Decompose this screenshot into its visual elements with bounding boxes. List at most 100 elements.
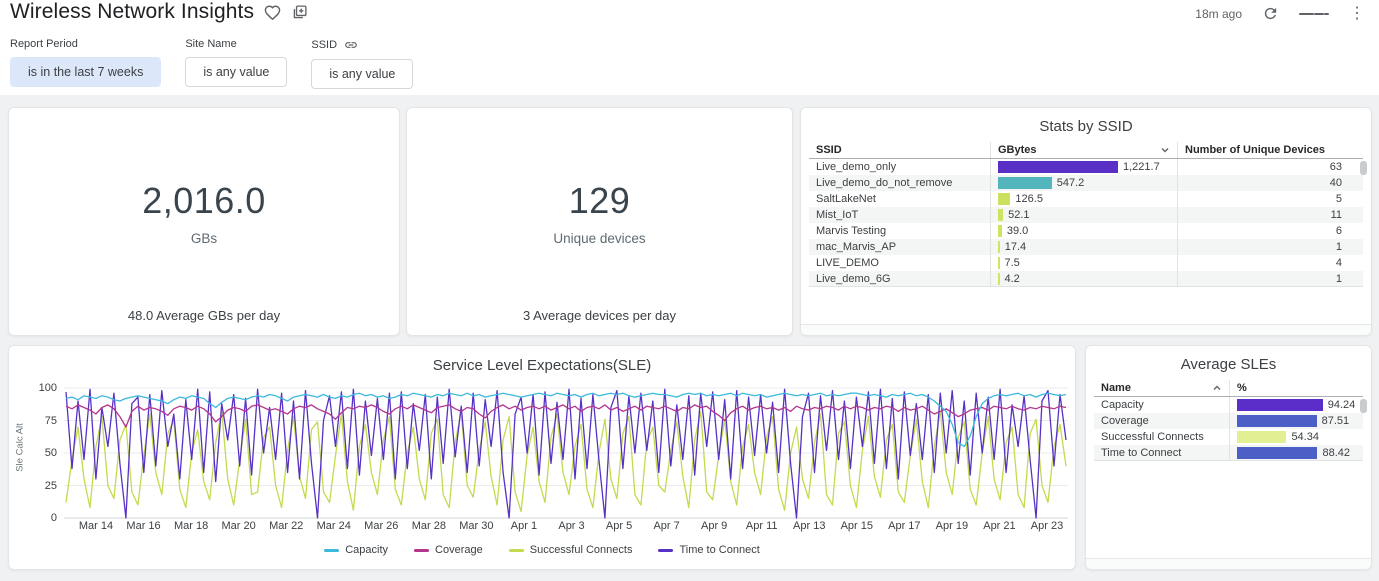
gbytes-cell: 7.5 — [990, 255, 1177, 271]
table-row[interactable]: LIVE_DEMO7.54 — [809, 255, 1363, 271]
stats-by-ssid-table: SSIDGBytesNumber of Unique DevicesLive_d… — [809, 142, 1363, 287]
pct-bar — [1237, 399, 1323, 411]
pct-cell: 87.51 — [1229, 413, 1363, 429]
tile-title: Average SLEs — [1086, 346, 1371, 373]
gbytes-value: 52.1 — [1008, 209, 1029, 221]
tile-footer — [801, 324, 1371, 335]
gbytes-value: 17.4 — [1005, 241, 1026, 253]
gbytes-cell: 1,221.7 — [990, 159, 1177, 175]
x-axis-tick: Apr 3 — [558, 520, 584, 532]
x-axis-tick: Apr 15 — [841, 520, 873, 532]
gbytes-bar — [998, 209, 1003, 221]
report-period-filter-chip[interactable]: is in the last 7 weeks — [10, 57, 161, 87]
name-cell: Time to Connect — [1094, 445, 1229, 460]
gbytes-value: 547.2 — [1057, 177, 1085, 189]
x-axis-tick: Mar 28 — [412, 520, 446, 532]
ssid-filter-chip[interactable]: is any value — [311, 59, 413, 89]
legend-item-capacity[interactable]: Capacity — [324, 544, 388, 556]
sort-asc-icon — [1212, 383, 1222, 393]
pct-bar — [1237, 431, 1286, 443]
legend-item-successful-connects[interactable]: Successful Connects — [509, 544, 633, 556]
devices-cell: 40 — [1177, 175, 1349, 191]
devices-cell: 1 — [1177, 271, 1349, 286]
tile-stats-by-ssid: Stats by SSID SSIDGBytesNumber of Unique… — [800, 107, 1372, 336]
legend-item-time-to-connect[interactable]: Time to Connect — [658, 544, 759, 556]
y-axis-tick: 25 — [23, 480, 57, 492]
column-header-devices[interactable]: Number of Unique Devices — [1177, 142, 1349, 158]
site-name-filter-chip[interactable]: is any value — [185, 57, 287, 87]
copy-dashboard-icon[interactable] — [291, 4, 308, 21]
refresh-icon[interactable] — [1262, 5, 1279, 22]
y-axis-tick: 75 — [23, 415, 57, 427]
table-row[interactable]: Time to Connect88.42 — [1094, 445, 1363, 461]
column-header-name[interactable]: Name — [1094, 380, 1229, 396]
gbytes-value: 7.5 — [1005, 257, 1020, 269]
table-row[interactable]: Live_demo_6G4.21 — [809, 271, 1363, 287]
tile-sle-chart: Service Level Expectations(SLE) Sle Calc… — [8, 345, 1076, 570]
x-axis-tick: Apr 5 — [606, 520, 632, 532]
kebab-menu-icon[interactable]: ⋮ — [1349, 6, 1365, 22]
pct-cell: 94.24 — [1229, 397, 1363, 413]
gbytes-bar — [998, 241, 1000, 253]
filter-label: Site Name — [185, 38, 287, 50]
pct-bar — [1237, 415, 1317, 427]
y-axis-tick: 100 — [23, 382, 57, 394]
x-axis-tick: Mar 18 — [174, 520, 208, 532]
gbytes-value: 126.5 — [1015, 193, 1043, 205]
table-header-row: SSIDGBytesNumber of Unique Devices — [809, 142, 1363, 159]
gbytes-cell: 4.2 — [990, 271, 1177, 286]
table-row[interactable]: Mist_IoT52.111 — [809, 207, 1363, 223]
legend-swatch — [414, 549, 429, 552]
gbytes-bar — [998, 273, 1000, 285]
tile-footer — [1086, 558, 1371, 569]
legend-swatch — [509, 549, 524, 552]
pct-value: 94.24 — [1328, 399, 1356, 411]
table-row[interactable]: Marvis Testing39.06 — [809, 223, 1363, 239]
filter-site-name: Site Name is any value — [185, 38, 287, 89]
gbytes-value: 1,221.7 — [1123, 161, 1160, 173]
favorite-heart-icon[interactable] — [264, 4, 281, 21]
column-header-gbytes[interactable]: GBytes — [990, 142, 1177, 158]
y-axis-tick: 50 — [23, 447, 57, 459]
table-row[interactable]: Successful Connects54.34 — [1094, 429, 1363, 445]
gbytes-bar — [998, 257, 1000, 269]
legend-item-coverage[interactable]: Coverage — [414, 544, 483, 556]
table-row[interactable]: mac_Marvis_AP 17.4 1 — [809, 239, 1363, 255]
filter-label: Report Period — [10, 38, 161, 50]
column-header-ssid[interactable]: SSID — [809, 142, 990, 158]
filter-bar: Report Period is in the last 7 weeks Sit… — [10, 38, 413, 89]
ssid-cell: LIVE_DEMO — [809, 255, 990, 271]
dashboard-filters-toggle-icon[interactable] — [1299, 10, 1329, 18]
gbytes-bar — [998, 177, 1052, 189]
table-row[interactable]: Live_demo_do_not_remove547.240 — [809, 175, 1363, 191]
x-axis-tick: Apr 9 — [701, 520, 727, 532]
pct-cell: 54.34 — [1229, 429, 1363, 445]
tile-total-gbs: 2,016.0 GBs 48.0 Average GBs per day — [8, 107, 400, 336]
sle-chart-plot-area[interactable] — [64, 384, 1068, 524]
pct-value: 54.34 — [1291, 431, 1319, 443]
gbs-value[interactable]: 2,016.0 — [9, 180, 399, 222]
table-scrollbar[interactable] — [1360, 399, 1367, 413]
x-axis-tick: Apr 7 — [653, 520, 679, 532]
ssid-cell: mac_Marvis_AP — [809, 239, 990, 255]
chart-legend: Capacity Coverage Successful Connects Time … — [9, 544, 1075, 556]
x-axis-tick: Mar 16 — [126, 520, 160, 532]
pct-bar — [1237, 447, 1317, 459]
devices-value[interactable]: 129 — [407, 180, 792, 222]
x-axis-tick: Apr 17 — [888, 520, 920, 532]
tile-title: Stats by SSID — [801, 108, 1371, 135]
table-row[interactable]: Coverage87.51 — [1094, 413, 1363, 429]
ssid-cell: Live_demo_6G — [809, 271, 990, 286]
x-axis-tick: Apr 21 — [983, 520, 1015, 532]
devices-cell: 1 — [1177, 239, 1349, 255]
filter-label: SSID — [311, 39, 337, 51]
table-scrollbar[interactable] — [1360, 161, 1367, 175]
gbs-label: GBs — [9, 231, 399, 246]
table-row[interactable]: Capacity94.24 — [1094, 397, 1363, 413]
filter-report-period: Report Period is in the last 7 weeks — [10, 38, 161, 89]
table-row[interactable]: Live_demo_only1,221.763 — [809, 159, 1363, 175]
column-header-pct[interactable]: % — [1229, 380, 1363, 396]
ssid-cell: Mist_IoT — [809, 207, 990, 223]
table-row[interactable]: SaltLakeNet126.55 — [809, 191, 1363, 207]
y-axis-tick: 0 — [23, 512, 57, 524]
